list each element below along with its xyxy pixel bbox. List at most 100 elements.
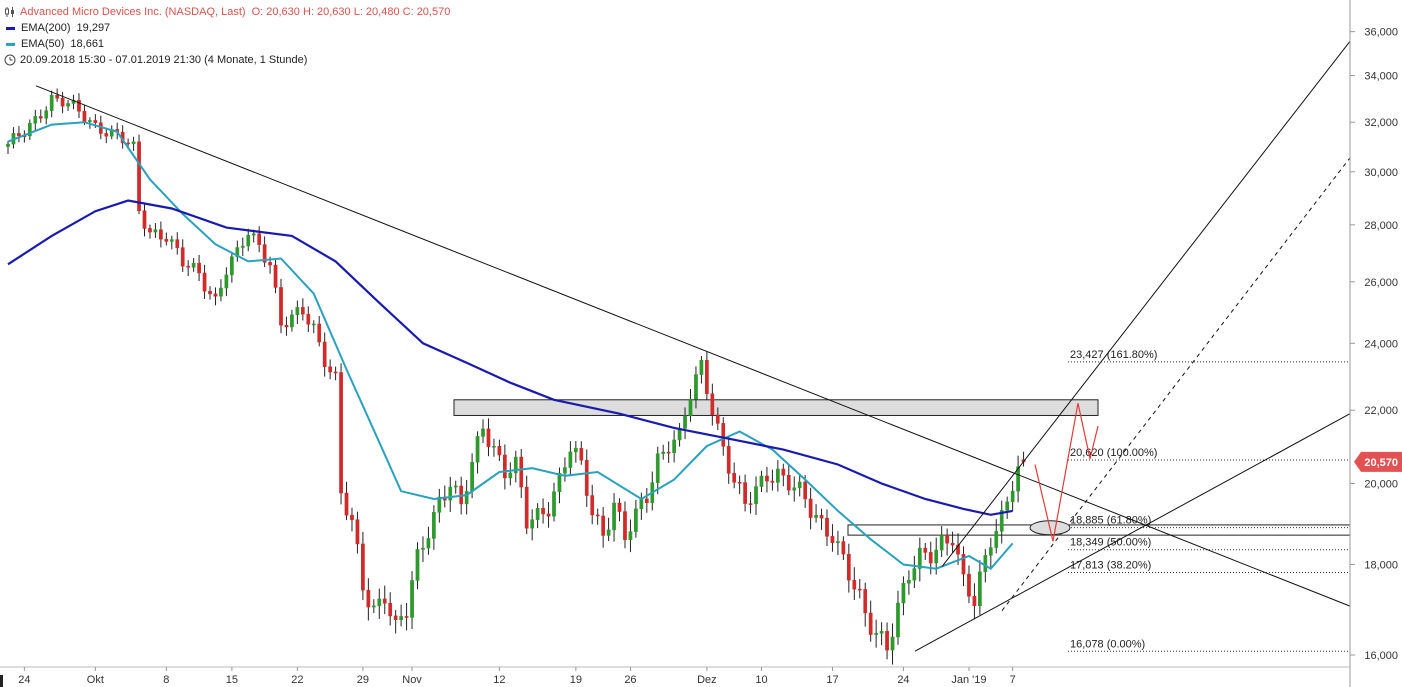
candle-body (55, 94, 59, 99)
candle-body (830, 536, 835, 543)
y-tick-label: 34,000 (1364, 71, 1398, 83)
candle-body (748, 503, 753, 505)
candle-body (945, 534, 949, 544)
candle-body (694, 374, 698, 400)
candle-body (563, 467, 567, 474)
candle-body (49, 94, 54, 111)
candle-body (202, 272, 207, 292)
candle-body (104, 133, 109, 137)
time-period: 20.09.2018 15:30 - 07.01.2019 21:30 (4 M… (20, 54, 308, 66)
candle-body (743, 482, 747, 504)
candle-body (672, 439, 676, 454)
instrument-title: Advanced Micro Devices Inc. (NASDAQ, Las… (20, 6, 246, 18)
candle-body (967, 573, 971, 597)
candle-body (137, 141, 141, 212)
candle-body (262, 244, 267, 263)
y-tick-label: 30,000 (1364, 167, 1398, 179)
candle-body (792, 487, 797, 491)
candle-body (535, 508, 540, 520)
candle-body (808, 498, 813, 518)
candle-body (705, 360, 709, 395)
candle-body (836, 541, 840, 543)
x-tick-label: 10 (755, 674, 767, 686)
x-tick-label: Okt (87, 674, 104, 686)
candle-body (639, 498, 644, 510)
candle-body (322, 341, 327, 368)
y-tick-label: 22,000 (1364, 405, 1398, 417)
candle-body (776, 468, 780, 483)
candle-body (988, 547, 993, 556)
candle-body (475, 436, 480, 463)
candle-body (27, 123, 32, 137)
candle-body (131, 141, 136, 144)
candle-body (508, 472, 513, 479)
current-price-badge (1354, 451, 1402, 472)
candle-body (1005, 501, 1010, 511)
x-tick-label: 22 (291, 674, 303, 686)
candle-body (142, 210, 147, 229)
candle-body (366, 589, 371, 608)
x-tick-label: Jan '19 (951, 674, 986, 686)
candle-body (732, 473, 737, 483)
candle-body (126, 142, 130, 145)
candle-body (404, 616, 409, 618)
candle-body (44, 110, 49, 119)
candle-body (361, 543, 365, 591)
candle-body (77, 99, 81, 112)
candle-body (481, 428, 485, 437)
candle-body (759, 475, 764, 487)
x-tick-label: 12 (493, 674, 505, 686)
candle-body (180, 247, 185, 267)
candle-body (972, 596, 977, 606)
candle-body (432, 512, 436, 539)
candle-body (1016, 466, 1020, 492)
candle-body (213, 293, 218, 297)
candle-body (421, 547, 425, 550)
candle-body (655, 453, 660, 483)
candle-body (240, 245, 245, 248)
candle-body (721, 423, 726, 447)
candle-body (923, 547, 928, 553)
candle-body (388, 602, 393, 617)
chart-legend: Advanced Micro Devices Inc. (NASDAQ, Las… (4, 4, 450, 68)
candle-body (93, 120, 98, 123)
x-tick-label: Dez (697, 674, 717, 686)
candle-body (857, 588, 862, 591)
candle-body (224, 274, 229, 289)
ema50-label: EMA(50) (21, 38, 65, 50)
ema200-swatch (6, 26, 15, 30)
candle-body (339, 372, 343, 494)
candle-body (819, 515, 824, 519)
candle-body (934, 549, 939, 564)
candle-body (148, 228, 152, 233)
candle-body (825, 517, 829, 537)
candle-body (448, 486, 453, 501)
candle-body (699, 360, 704, 375)
candle-body (6, 143, 10, 147)
candle-body (426, 538, 431, 549)
candle-body (688, 398, 693, 416)
candle-body (584, 459, 589, 496)
candle-body (306, 313, 311, 325)
candle-body (568, 451, 573, 468)
candle-body (666, 451, 671, 454)
candle-body (524, 486, 529, 529)
y-tick-label: 18,000 (1364, 559, 1398, 571)
y-tick-label: 20,000 (1364, 478, 1398, 490)
candle-body (273, 264, 278, 288)
candle-body (786, 474, 791, 491)
ema50-line (7, 121, 1014, 570)
candle-body (153, 229, 158, 233)
chart-type-icon[interactable] (4, 6, 16, 18)
y-tick-label: 26,000 (1364, 277, 1398, 289)
candle-body (879, 631, 884, 634)
price-zones (453, 399, 1351, 536)
candle-body (33, 116, 38, 124)
candle-body (328, 366, 332, 373)
candle-body (874, 632, 878, 635)
price-series (6, 88, 1026, 665)
candle-body (486, 428, 491, 447)
candle-body (950, 542, 955, 546)
candle-body (754, 486, 758, 504)
